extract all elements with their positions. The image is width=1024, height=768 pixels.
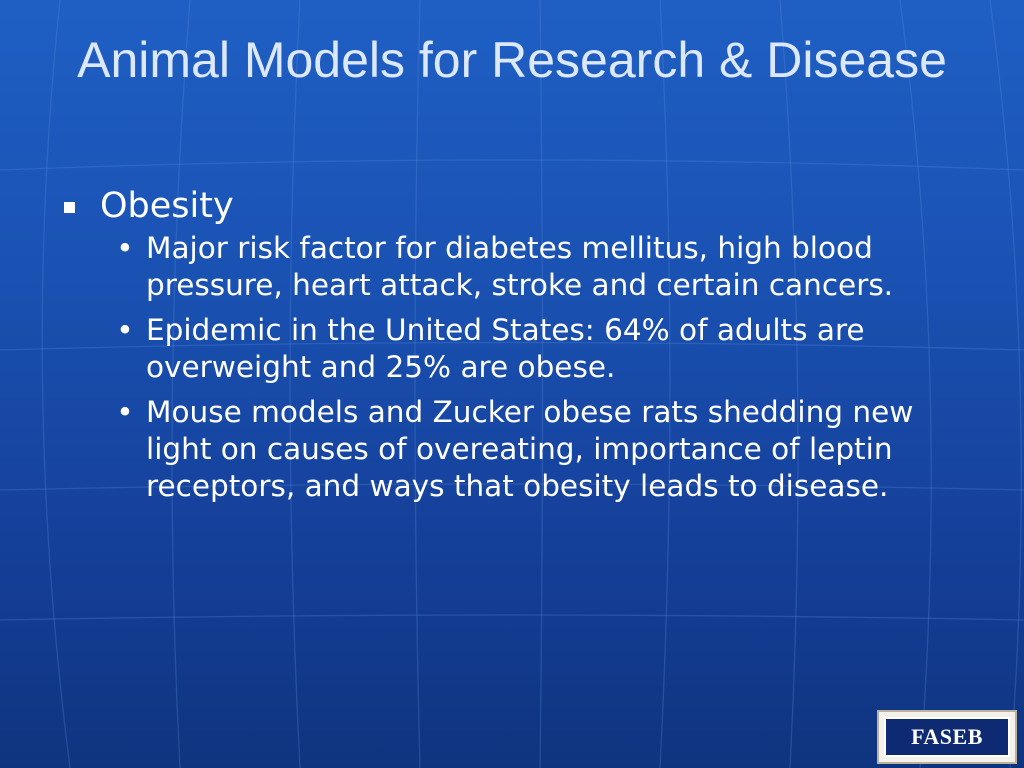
sub-bullet-text: Major risk factor for diabetes mellitus,… [146, 231, 894, 302]
dot-bullet-icon: • [116, 313, 134, 347]
dot-bullet-icon: • [116, 231, 134, 265]
sub-bullet-item: • Major risk factor for diabetes mellitu… [60, 230, 960, 304]
sub-bullet-text: Epidemic in the United States: 64% of ad… [146, 313, 865, 384]
main-bullet-item: Obesity [60, 184, 960, 228]
main-bullet-label: Obesity [100, 186, 234, 226]
square-bullet-icon [64, 202, 75, 213]
dot-bullet-icon: • [116, 395, 134, 429]
sub-bullet-item: • Mouse models and Zucker obese rats she… [60, 394, 960, 505]
faseb-logo: FASEB [877, 710, 1017, 764]
sub-bullet-list: • Major risk factor for diabetes mellitu… [60, 230, 960, 505]
sub-bullet-item: • Epidemic in the United States: 64% of … [60, 312, 960, 386]
sub-bullet-text: Mouse models and Zucker obese rats shedd… [146, 395, 914, 503]
faseb-logo-label: FASEB [884, 717, 1010, 757]
slide-body: Obesity • Major risk factor for diabetes… [60, 184, 960, 513]
slide-title: Animal Models for Research & Disease [77, 32, 947, 88]
